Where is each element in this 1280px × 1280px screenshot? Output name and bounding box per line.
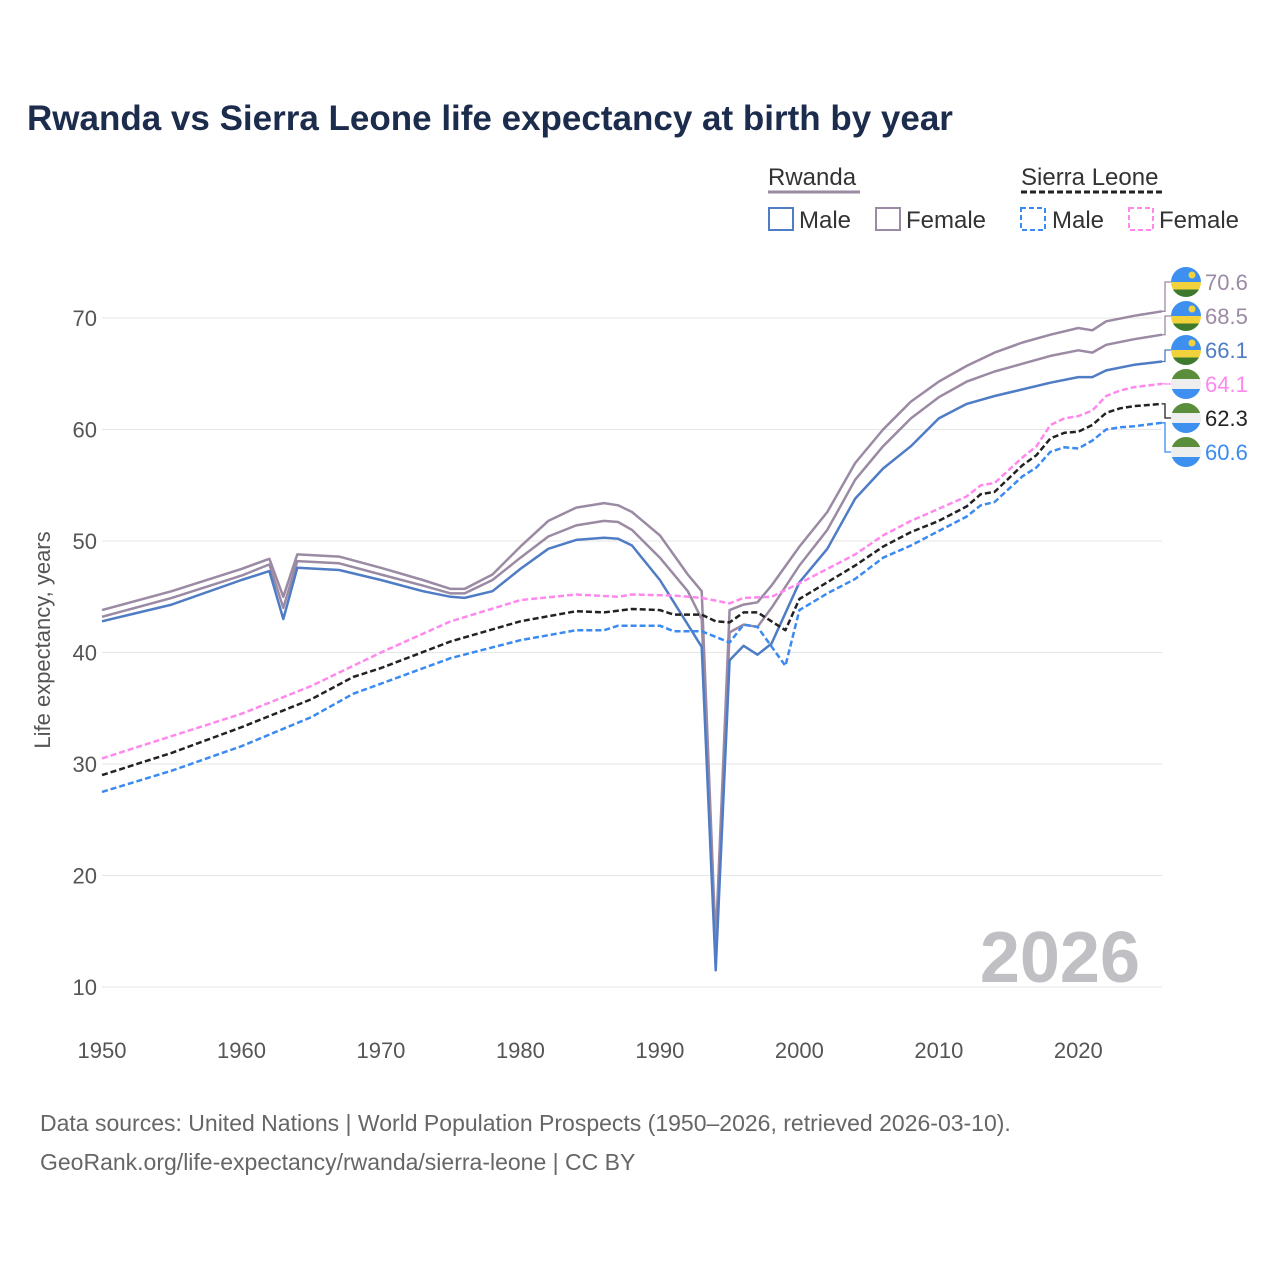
legend-sl-female[interactable]: Female (1159, 207, 1239, 234)
legend[interactable]: Rwanda Male Female Sierra Leone Male Fem… (768, 164, 1239, 234)
end-label-connector (1162, 315, 1172, 336)
legend-group-sierra-leone: Sierra Leone (1021, 164, 1158, 191)
rwanda-flag-icon (1171, 335, 1201, 365)
end-label-connector (1162, 422, 1172, 453)
y-axis-label: Life expectancy, years (30, 531, 55, 748)
end-value-label: 60.6 (1205, 440, 1248, 465)
source-link[interactable]: GeoRank.org/life-expectancy/rwanda/sierr… (40, 1149, 635, 1175)
series-lines (101, 310, 1163, 972)
end-label-connector (1162, 403, 1172, 419)
rwanda-flag-icon (1171, 267, 1201, 297)
y-tick-label: 50 (73, 529, 97, 554)
x-tick-label: 2020 (1054, 1038, 1103, 1063)
series-line-rwanda (101, 333, 1163, 955)
sierra-leone-flag-icon (1171, 403, 1201, 433)
x-tick-label: 2000 (775, 1038, 824, 1063)
x-tick-label: 1970 (356, 1038, 405, 1063)
end-value-label: 64.1 (1205, 372, 1248, 397)
sierra-leone-flag-icon (1171, 437, 1201, 467)
legend-swatch-sl-female (1128, 207, 1154, 231)
x-tick-label: 1960 (217, 1038, 266, 1063)
end-value-label: 68.5 (1205, 304, 1248, 329)
y-tick-label: 30 (73, 752, 97, 777)
y-tick-label: 40 (73, 641, 97, 666)
x-tick-label: 2010 (914, 1038, 963, 1063)
source-note: Data sources: United Nations | World Pop… (40, 1110, 1011, 1136)
legend-rwanda-male[interactable]: Male (799, 207, 851, 234)
grid (102, 317, 1162, 988)
y-axis: 10 20 30 40 50 60 70 (73, 306, 97, 1000)
end-label-connector (1162, 281, 1172, 312)
x-tick-label: 1980 (496, 1038, 545, 1063)
end-labels: 70.6 68.5 66.1 64.1 62.3 60.6 (1162, 267, 1248, 467)
series-line-sierra-leone (101, 402, 1163, 777)
x-tick-label: 1950 (78, 1038, 127, 1063)
legend-rwanda-female[interactable]: Female (906, 207, 986, 234)
x-tick-label: 1990 (635, 1038, 684, 1063)
series-line-sierra-leone-male (101, 421, 1163, 794)
rwanda-flag-icon (1171, 301, 1201, 331)
series-line-rwanda-male (101, 360, 1163, 972)
end-label-connector (1162, 349, 1172, 363)
end-value-label: 70.6 (1205, 270, 1248, 295)
x-axis: 1950 1960 1970 1980 1990 2000 2010 2020 (78, 1038, 1103, 1063)
series-line-rwanda-female (101, 310, 1163, 944)
series-line-sierra-leone-female (101, 382, 1163, 760)
sierra-leone-flag-icon (1171, 369, 1201, 399)
end-value-label: 62.3 (1205, 406, 1248, 431)
legend-sl-male[interactable]: Male (1052, 207, 1104, 234)
legend-swatch-sl-male (1020, 207, 1046, 231)
y-tick-label: 60 (73, 418, 97, 443)
legend-group-rwanda: Rwanda (768, 164, 857, 191)
year-watermark: 2026 (980, 918, 1140, 998)
legend-swatch-rwanda-male (768, 207, 794, 231)
y-tick-label: 70 (73, 306, 97, 331)
y-tick-label: 20 (73, 864, 97, 889)
y-tick-label: 10 (73, 975, 97, 1000)
chart-title: Rwanda vs Sierra Leone life expectancy a… (27, 99, 953, 138)
end-value-label: 66.1 (1205, 338, 1248, 363)
legend-swatch-rwanda-female (875, 207, 901, 231)
